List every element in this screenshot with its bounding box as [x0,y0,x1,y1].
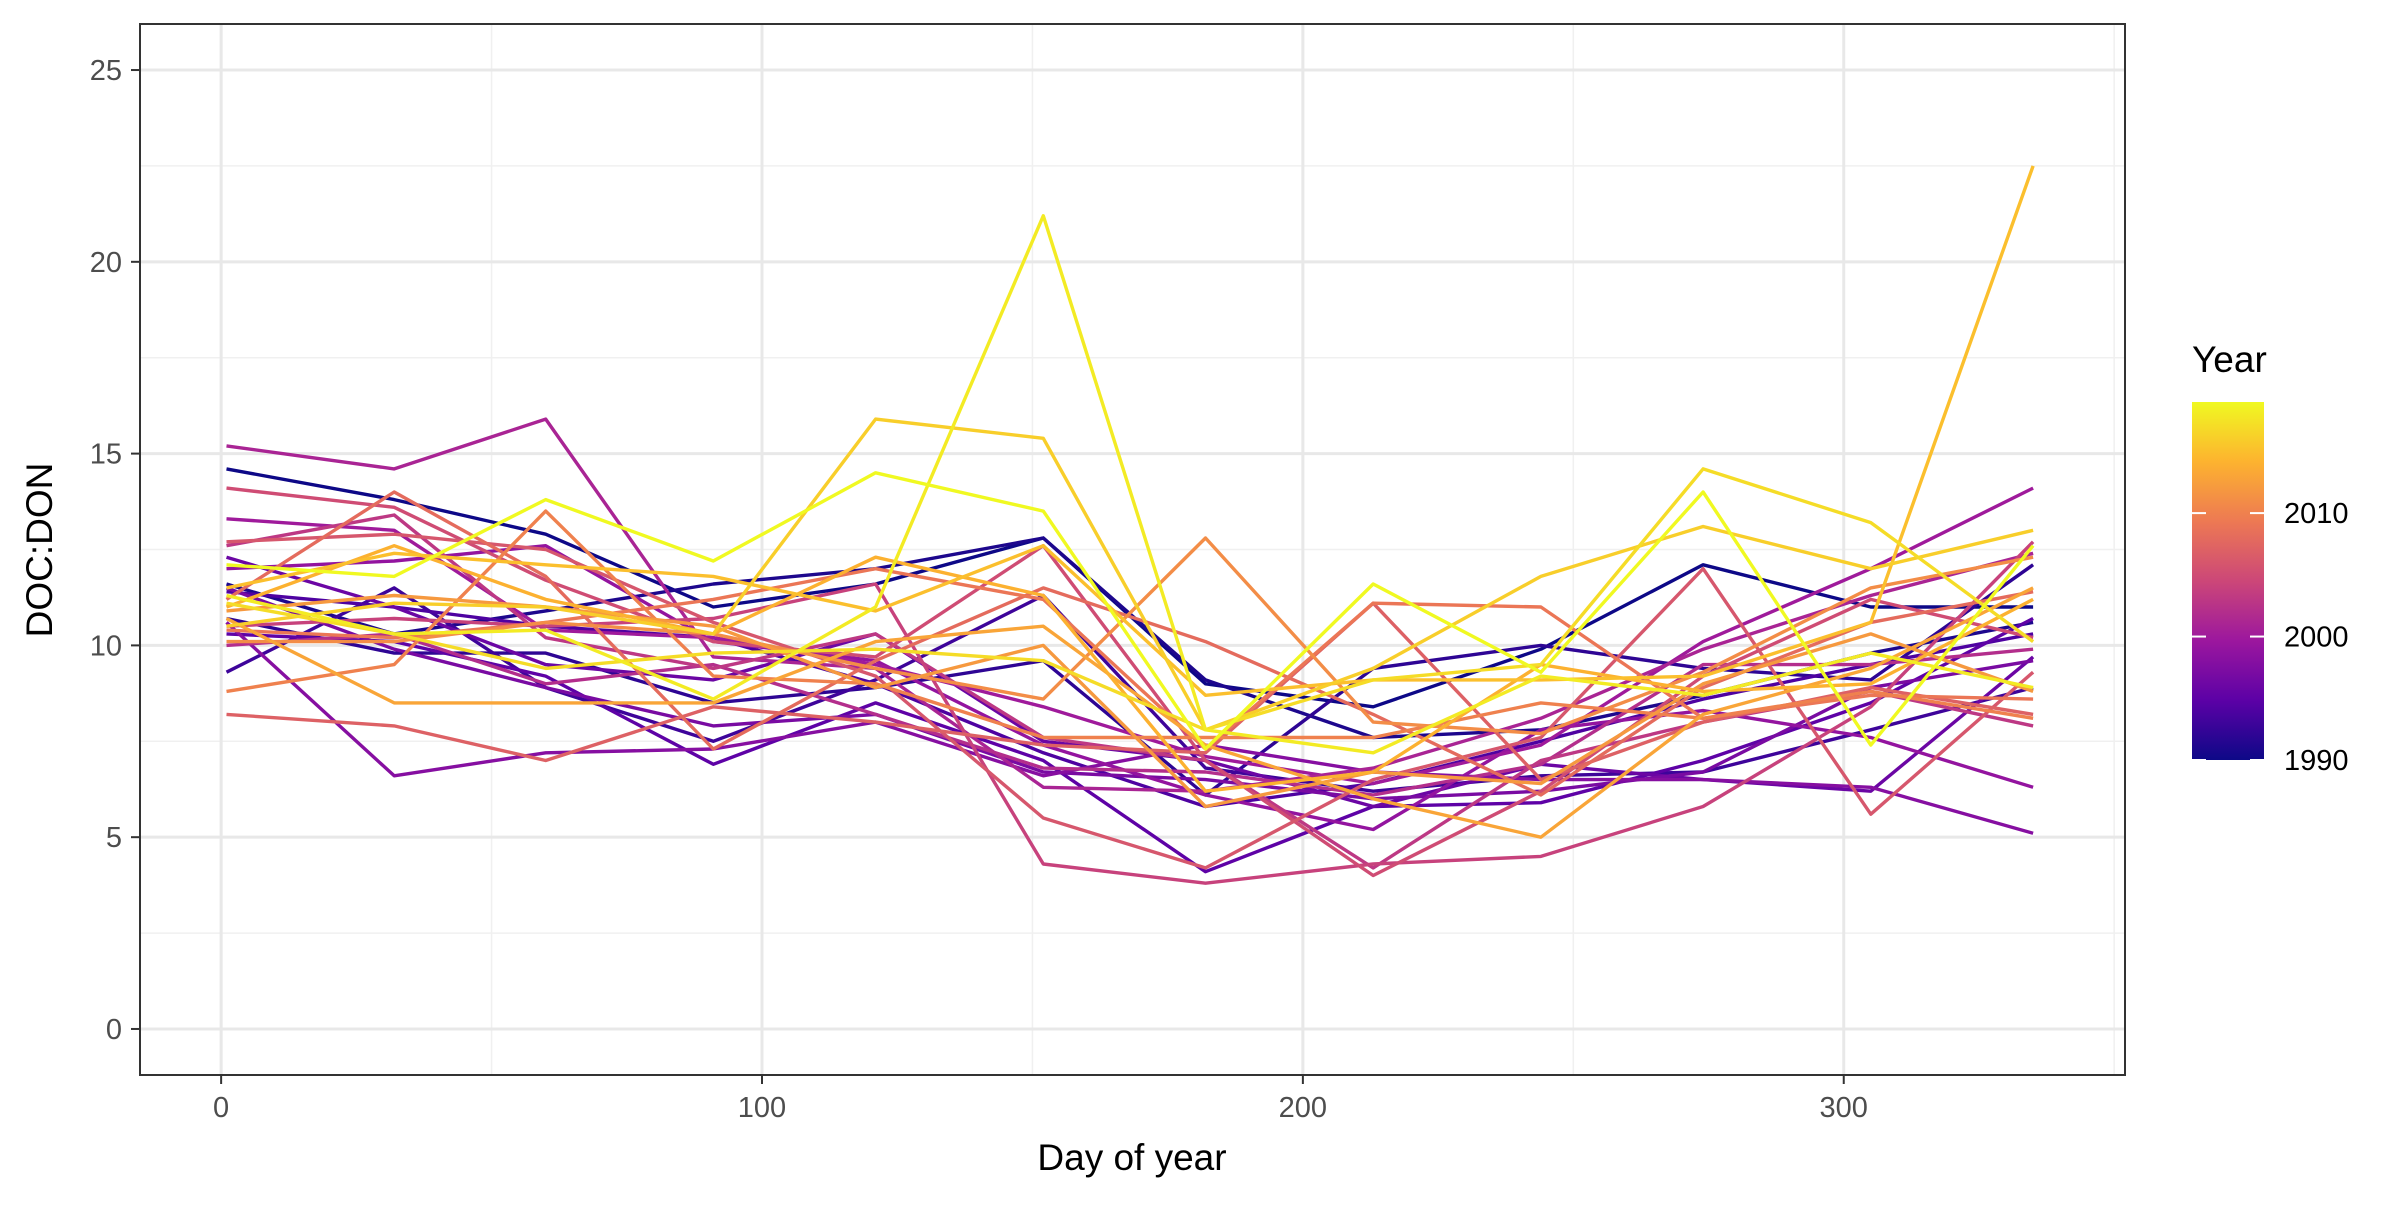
colorbar [2192,402,2264,760]
series-layer [225,165,2035,885]
series-line-1997 [225,586,2034,801]
x-tick-label: 200 [1279,1092,1327,1124]
legend-title: Year [2192,339,2267,380]
series-line-2007 [226,601,2034,782]
series-line-2006 [226,532,2035,870]
x-tick-label: 300 [1820,1092,1868,1124]
colorbar-tick-label: 2000 [2284,622,2349,654]
panel-border [139,23,2126,1076]
series-line-2010 [226,509,2034,740]
y-tick-label: 15 [90,439,122,471]
series-line-1995 [226,616,2034,874]
x-tick-label: 100 [738,1092,786,1124]
series-line-2019 [226,471,2035,751]
y-tick-label: 0 [106,1014,122,1046]
series-line-2014 [225,544,2034,793]
legend: Year 1990 2000 2010 [2192,339,2349,777]
series-line-2000 [226,486,2034,786]
series-line-2015 [226,165,2035,697]
y-tick-label: 5 [106,822,122,854]
colorbar-tick-label: 2010 [2284,498,2349,530]
series-line-1998 [225,621,2034,835]
series-line-1994 [226,590,2034,809]
x-axis-title: Day of year [1037,1137,1226,1178]
axis-layer: 0 100 200 300 0 5 10 15 20 25 [90,55,1868,1124]
series-line-2017 [226,467,2035,732]
legend-ticks: 1990 2000 2010 [2192,498,2349,777]
x-tick-label: 0 [213,1092,229,1124]
y-tick-label: 10 [90,630,122,662]
colorbar-tick-label: 1990 [2284,745,2349,777]
series-line-2005 [226,486,2034,878]
series-line-2013 [225,586,2034,839]
y-tick-label: 25 [90,55,122,87]
y-tick-label: 20 [90,247,122,279]
series-line-2018 [226,214,2034,755]
series-line-2001 [226,417,2034,793]
y-axis-title: DOC:DON [19,463,60,638]
grid-layer [140,24,2125,1075]
